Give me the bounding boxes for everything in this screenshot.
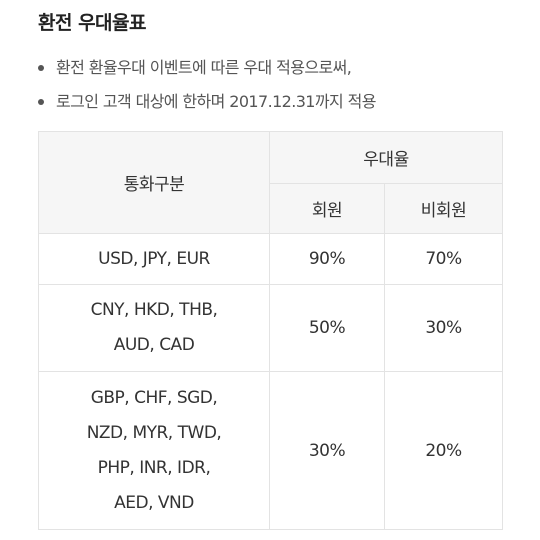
- bullet-icon: [38, 65, 44, 71]
- notice-list: 환전 환율우대 이벤트에 따른 우대 적용으로써, 로그인 고객 대상에 한하며…: [36, 56, 376, 124]
- header-currency: 통화구분: [38, 131, 270, 234]
- header-rate-group: 우대율: [268, 131, 504, 184]
- currency-cell: GBP, CHF, SGD, NZD, MYR, TWD, PHP, INR, …: [38, 371, 270, 530]
- notice-text: 로그인 고객 대상에 한하며 2017.12.31까지 적용: [56, 92, 376, 111]
- notice-item: 로그인 고객 대상에 한하며 2017.12.31까지 적용: [36, 90, 376, 124]
- member-rate-cell: 50%: [269, 284, 385, 372]
- table-row: CNY, HKD, THB, AUD, CAD 50% 30%: [38, 284, 504, 372]
- currency-cell: USD, JPY, EUR: [38, 233, 270, 285]
- notice-text: 환전 환율우대 이벤트에 따른 우대 적용으로써,: [56, 58, 352, 77]
- notice-item: 환전 환율우대 이벤트에 따른 우대 적용으로써,: [36, 56, 376, 90]
- non-member-rate-cell: 20%: [383, 371, 504, 530]
- table-row: GBP, CHF, SGD, NZD, MYR, TWD, PHP, INR, …: [38, 371, 504, 530]
- rate-table: 통화구분 우대율 회원 비회원 USD, JPY, EUR 90% 70% CN…: [38, 131, 504, 530]
- member-rate-cell: 90%: [269, 233, 385, 285]
- non-member-rate-cell: 70%: [383, 233, 504, 285]
- header-non-member: 비회원: [383, 183, 504, 234]
- currency-cell: CNY, HKD, THB, AUD, CAD: [38, 284, 270, 372]
- table-row: USD, JPY, EUR 90% 70%: [38, 233, 504, 285]
- header-member: 회원: [269, 183, 385, 234]
- page-title: 환전 우대율표: [38, 12, 147, 34]
- non-member-rate-cell: 30%: [383, 284, 504, 372]
- bullet-icon: [38, 99, 44, 105]
- member-rate-cell: 30%: [269, 371, 385, 530]
